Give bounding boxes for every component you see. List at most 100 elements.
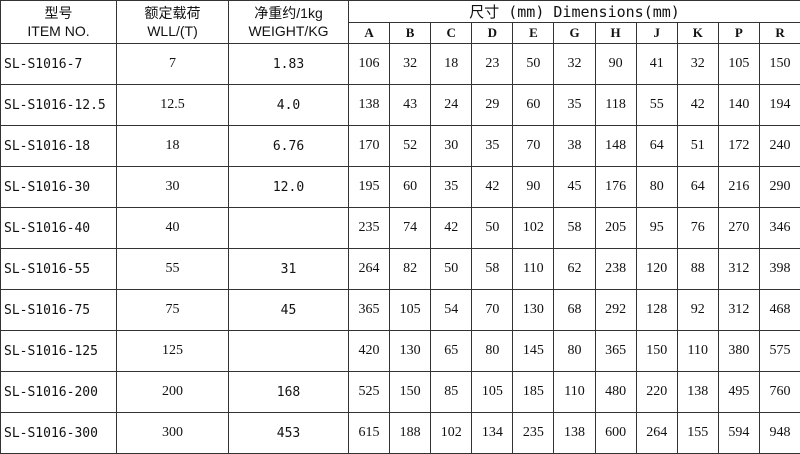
dim-cell-h: 480 [595,372,636,413]
weight-header-en: WEIGHT/KG [229,22,348,40]
dim-cell-h: 238 [595,249,636,290]
dim-cell-b: 60 [390,167,431,208]
item-no-header-cn: 型号 [1,4,116,22]
item-no-cell: SL-S1016-18 [1,126,117,167]
dim-column-header-b: B [390,23,431,44]
dim-cell-k: 92 [677,290,718,331]
wll-cell: 12.5 [117,85,229,126]
dim-cell-r: 398 [759,249,800,290]
weight-cell: 168 [229,372,349,413]
dim-cell-g: 45 [554,167,595,208]
dim-cell-j: 128 [636,290,677,331]
dim-cell-k: 42 [677,85,718,126]
dim-cell-c: 42 [431,208,472,249]
dim-cell-h: 148 [595,126,636,167]
weight-cell [229,208,349,249]
item-no-cell: SL-S1016-55 [1,249,117,290]
wll-header-cn: 额定载荷 [117,4,228,22]
dim-cell-h: 176 [595,167,636,208]
dim-cell-d: 80 [472,331,513,372]
dim-cell-j: 64 [636,126,677,167]
dim-cell-a: 525 [349,372,390,413]
dim-cell-k: 155 [677,413,718,454]
item-no-header: 型号 ITEM NO. [1,1,117,44]
dim-cell-r: 290 [759,167,800,208]
dim-cell-e: 102 [513,208,554,249]
dim-cell-e: 110 [513,249,554,290]
dim-cell-k: 88 [677,249,718,290]
dim-cell-j: 120 [636,249,677,290]
dim-cell-j: 264 [636,413,677,454]
dim-cell-g: 68 [554,290,595,331]
dim-cell-d: 50 [472,208,513,249]
dim-cell-b: 82 [390,249,431,290]
dim-column-header-d: D [472,23,513,44]
dim-column-header-e: E [513,23,554,44]
dim-cell-d: 70 [472,290,513,331]
dim-cell-d: 134 [472,413,513,454]
dim-column-header-a: A [349,23,390,44]
dim-cell-e: 185 [513,372,554,413]
dim-cell-k: 110 [677,331,718,372]
dim-cell-j: 41 [636,44,677,85]
dim-cell-e: 235 [513,413,554,454]
dim-column-header-c: C [431,23,472,44]
wll-cell: 75 [117,290,229,331]
dim-cell-b: 105 [390,290,431,331]
dim-cell-g: 38 [554,126,595,167]
dim-cell-d: 29 [472,85,513,126]
dim-cell-r: 194 [759,85,800,126]
dim-cell-g: 32 [554,44,595,85]
dim-cell-a: 264 [349,249,390,290]
dim-cell-k: 51 [677,126,718,167]
wll-cell: 125 [117,331,229,372]
item-no-cell: SL-S1016-7 [1,44,117,85]
dim-cell-r: 948 [759,413,800,454]
dim-column-header-p: P [718,23,759,44]
dim-cell-c: 85 [431,372,472,413]
dim-cell-r: 468 [759,290,800,331]
wll-header-en: WLL/(T) [117,22,228,40]
dim-cell-b: 52 [390,126,431,167]
wll-header: 额定载荷 WLL/(T) [117,1,229,44]
weight-cell: 12.0 [229,167,349,208]
weight-cell [229,331,349,372]
wll-cell: 40 [117,208,229,249]
dim-cell-p: 172 [718,126,759,167]
dim-cell-p: 495 [718,372,759,413]
dim-column-header-k: K [677,23,718,44]
dim-cell-g: 80 [554,331,595,372]
dim-cell-r: 346 [759,208,800,249]
dim-cell-b: 43 [390,85,431,126]
dim-cell-h: 118 [595,85,636,126]
weight-cell: 453 [229,413,349,454]
dim-cell-c: 50 [431,249,472,290]
dim-column-header-g: G [554,23,595,44]
dim-cell-c: 24 [431,85,472,126]
dim-cell-g: 35 [554,85,595,126]
dim-cell-b: 130 [390,331,431,372]
weight-cell: 31 [229,249,349,290]
dim-cell-r: 150 [759,44,800,85]
dim-cell-j: 95 [636,208,677,249]
dim-cell-a: 138 [349,85,390,126]
dim-cell-p: 140 [718,85,759,126]
dim-cell-p: 312 [718,290,759,331]
dim-cell-a: 106 [349,44,390,85]
dim-cell-r: 575 [759,331,800,372]
dim-cell-h: 292 [595,290,636,331]
wll-cell: 300 [117,413,229,454]
dim-cell-c: 102 [431,413,472,454]
item-no-cell: SL-S1016-30 [1,167,117,208]
dim-cell-g: 58 [554,208,595,249]
wll-cell: 7 [117,44,229,85]
dim-cell-c: 18 [431,44,472,85]
dim-cell-g: 62 [554,249,595,290]
dim-cell-p: 312 [718,249,759,290]
